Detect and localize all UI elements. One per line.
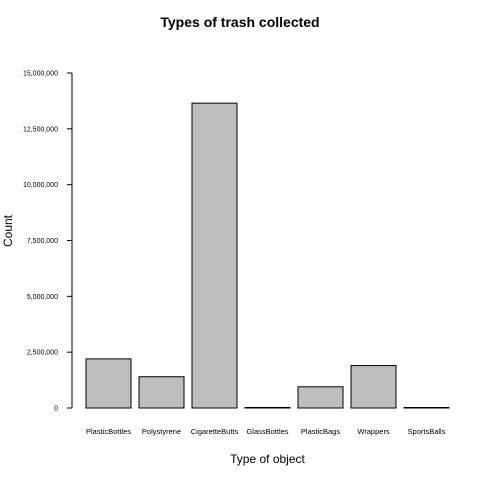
bar-sportsballs — [403, 407, 450, 409]
bar-cigarettebutts — [191, 102, 238, 409]
y-tick-label: 15,000,000 — [23, 71, 58, 78]
x-tick-label: SportsBalls — [408, 427, 446, 436]
y-tick-label: 10,000,000 — [23, 182, 58, 189]
y-axis-label: Count — [1, 214, 15, 248]
bar-polystyrene — [138, 376, 185, 409]
bar-wrappers — [350, 365, 397, 409]
bar-plasticbags — [297, 386, 344, 409]
chart-title: Types of trash collected — [160, 14, 320, 30]
x-tick-label: Polystyrene — [142, 427, 181, 436]
x-tick-label: PlasticBottles — [86, 427, 131, 436]
y-tick-label: 5,000,000 — [27, 294, 58, 301]
bar-glassbottles — [244, 406, 291, 409]
x-tick-label: PlasticBags — [301, 427, 340, 436]
x-axis-label: Type of object — [230, 452, 305, 466]
x-tick-label: GlassBottles — [246, 427, 288, 436]
y-tick-label: 0 — [54, 406, 58, 413]
x-tick-label: CigaretteButts — [191, 427, 239, 436]
y-tick-label: 12,500,000 — [23, 126, 58, 133]
y-tick-label: 2,500,000 — [27, 350, 58, 357]
x-tick-label: Wrappers — [357, 427, 390, 436]
bar-plasticbottles — [85, 358, 132, 409]
y-tick-label: 7,500,000 — [27, 238, 58, 245]
